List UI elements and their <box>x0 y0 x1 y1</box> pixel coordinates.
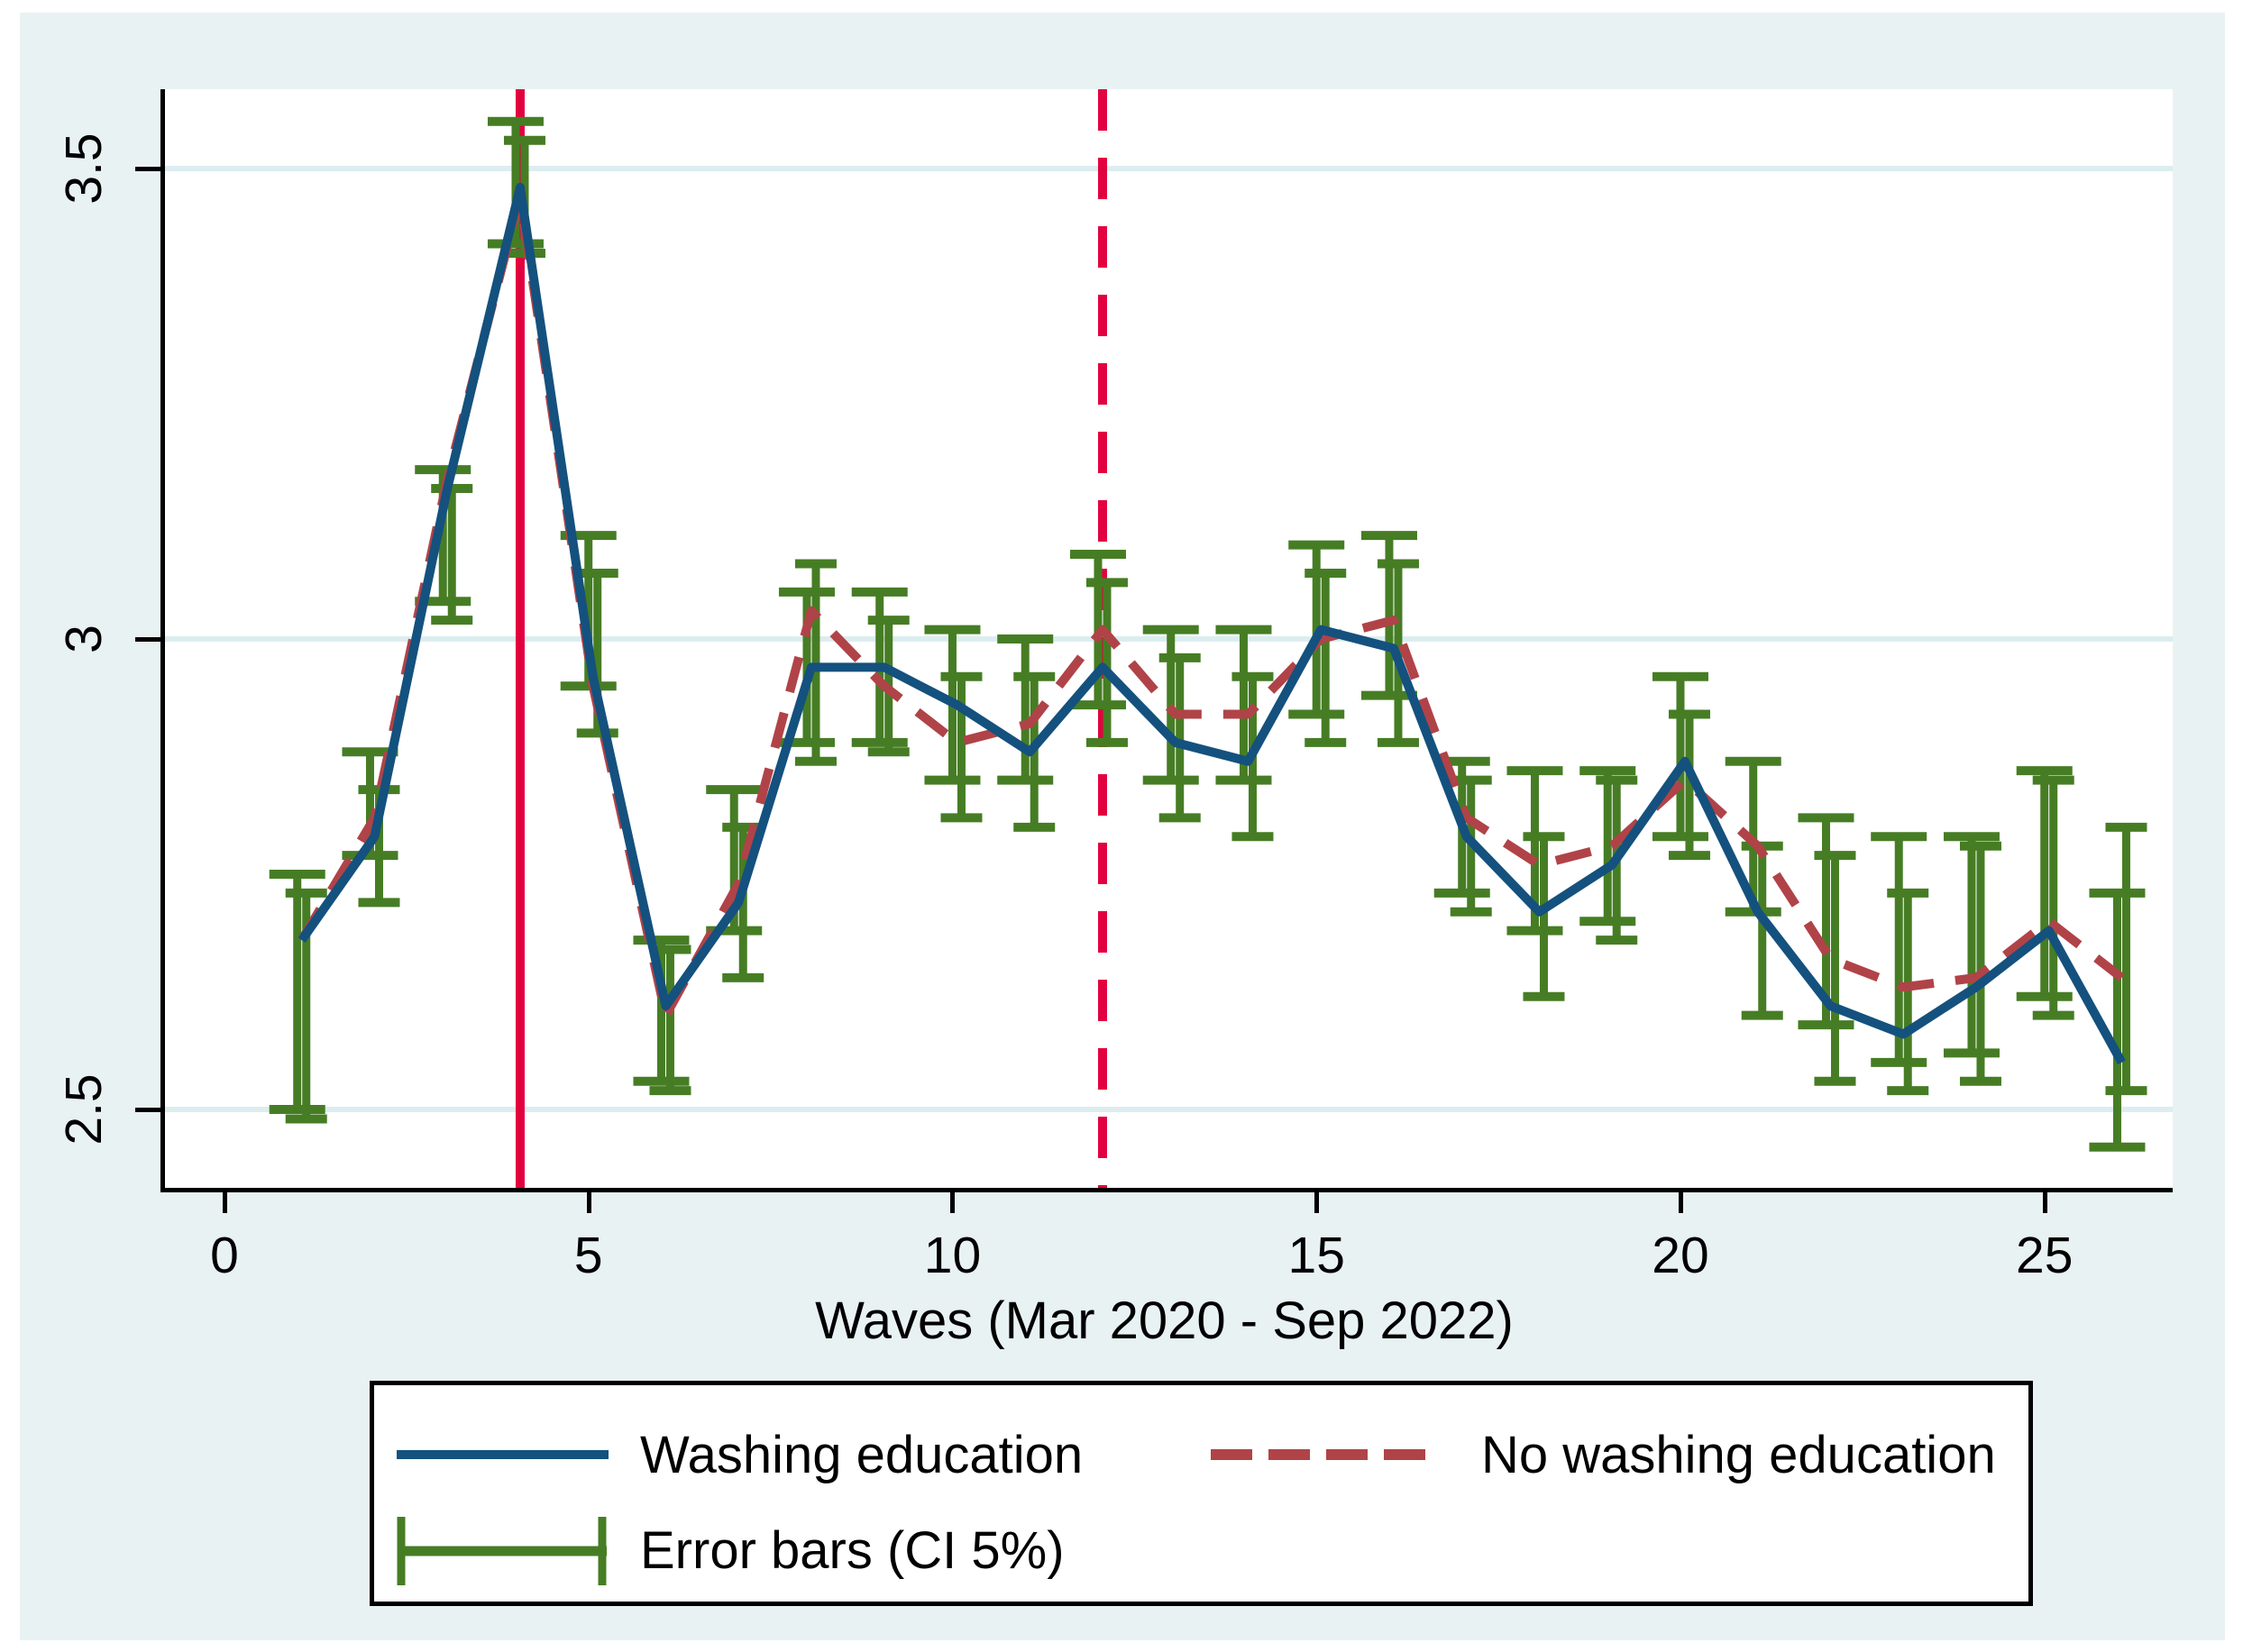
y-tick-mark <box>135 637 160 643</box>
x-tick-label: 10 <box>923 1227 982 1284</box>
figure-background: 0 5 10 15 20 25 2.5 3 3.5 Waves (Mar 2020 - Sep… <box>20 13 2225 1640</box>
y-tick-label: 3.5 <box>55 132 113 205</box>
x-tick-mark <box>2042 1188 2047 1213</box>
series-line-washing <box>298 182 2126 1065</box>
y-tick-mark <box>135 167 160 171</box>
legend-swatch-washing <box>397 1450 609 1459</box>
plot-area <box>160 89 2173 1192</box>
legend-label-no-washing: No washing education <box>1481 1426 1996 1484</box>
x-tick-label: 0 <box>210 1227 239 1284</box>
legend-label-error-bars: Error bars (CI 5%) <box>640 1521 1065 1580</box>
x-tick-label: 5 <box>573 1227 603 1284</box>
x-tick-label: 20 <box>1652 1227 1709 1284</box>
x-tick-mark <box>586 1188 591 1213</box>
y-tick-label: 2.5 <box>55 1073 113 1145</box>
plot-svg <box>165 89 2173 1188</box>
y-tick-mark <box>135 1108 160 1113</box>
legend-box: Washing education No washing education E… <box>370 1381 2033 1606</box>
x-tick-mark <box>950 1188 956 1213</box>
legend-swatch-error-bars <box>397 1517 607 1585</box>
x-axis-title: Waves (Mar 2020 - Sep 2022) <box>815 1291 1514 1350</box>
x-tick-label: 25 <box>2016 1227 2074 1284</box>
x-tick-label: 15 <box>1287 1227 1345 1284</box>
series-line-no-washing <box>298 192 2125 1020</box>
legend-swatch-no-washing <box>1211 1449 1436 1460</box>
x-tick-mark <box>222 1188 227 1213</box>
x-tick-mark <box>1678 1188 1683 1213</box>
x-tick-mark <box>1314 1188 1320 1213</box>
y-tick-label: 3 <box>55 625 113 653</box>
legend-label-washing: Washing education <box>640 1426 1084 1484</box>
